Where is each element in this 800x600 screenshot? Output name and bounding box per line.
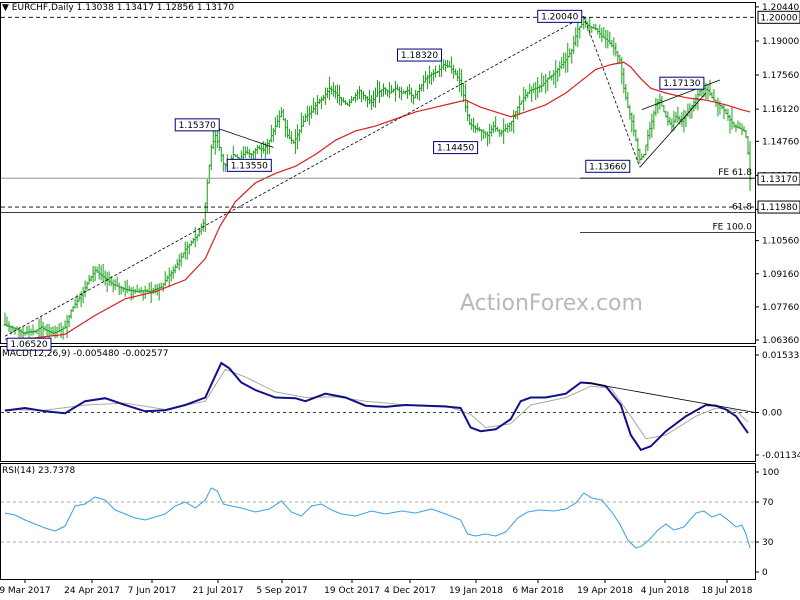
- swing-high-1.15370: 1.15370: [174, 118, 220, 132]
- annotations: FE 61.8 61.8 FE 100.0 1.06520 1.15370 1.13550…: [6, 9, 753, 351]
- macd-plot: [1, 361, 756, 452]
- rsi-line: [4, 487, 751, 549]
- swing-low-1.13660: 1.13660: [585, 159, 631, 173]
- macd-tick-label: 0.00: [762, 408, 782, 418]
- swing-tag-text: 1.20040: [541, 12, 578, 22]
- macd-y-axis: 0.015338 0.00 -0.011349: [755, 351, 800, 461]
- symbol-dropdown-icon[interactable]: ▼: [2, 3, 9, 13]
- swing-tag-text: 1.13550: [231, 161, 268, 171]
- price-badge-text: 1.11980: [760, 203, 797, 213]
- swing-tag-box: [537, 9, 583, 23]
- price-badge-text: 1.13170: [760, 175, 797, 185]
- rsi-plot: [1, 487, 755, 549]
- price-tick-label: 1.19000: [762, 37, 799, 47]
- macd-line: [4, 361, 749, 452]
- swing-tag-text: 1.17130: [663, 79, 700, 89]
- x-tick-label: 7 Jun 2017: [128, 586, 176, 596]
- price-tick-label: 1.20440: [762, 3, 799, 13]
- swing-high-1.20040: 1.20040: [537, 9, 583, 23]
- swing-tag-text: 1.06520: [10, 340, 47, 350]
- macd-divergence-line: [585, 382, 756, 413]
- swing-tag-box: [585, 159, 631, 173]
- swing-tag-box: [397, 48, 443, 62]
- price-tick-label: 1.07760: [762, 303, 799, 313]
- macd-panel-frame: [0, 346, 756, 462]
- macd-signal-line: [4, 368, 749, 440]
- price-badge-box: [757, 10, 800, 24]
- macd-tick-label: 0.015338: [762, 351, 800, 361]
- swing-tag-box: [659, 76, 705, 90]
- symbol-label: EURCHF,Daily: [11, 3, 74, 13]
- watermark: ActionForex.com: [460, 291, 643, 316]
- rsi-panel-frame: [0, 463, 756, 580]
- x-tick-label: 4 Jun 2018: [641, 586, 690, 596]
- price-tick-label: 1.09160: [762, 270, 799, 280]
- price-tick-label: 1.16120: [762, 105, 799, 115]
- x-tick-label: 24 Apr 2017: [64, 586, 120, 596]
- x-tick-label: 19 Jan 2018: [449, 586, 503, 596]
- wedge-line-lower: [639, 92, 707, 168]
- macd-header: MACD(12,26,9) -0.005480 -0.002577: [2, 349, 169, 359]
- rsi-tick-label: 0: [762, 568, 768, 578]
- trendline-dashed-up: [4, 16, 584, 337]
- fe61.8-label: FE 61.8: [718, 168, 752, 178]
- price-tick-label: 1.14760: [762, 137, 799, 147]
- symbol-header: ▼ EURCHF,Daily 1.13038 1.13417 1.12856 1…: [2, 3, 234, 13]
- rsi-tick-label: 30: [762, 538, 774, 548]
- swing-tag-box: [6, 337, 52, 351]
- price-panel-frame: [0, 2, 756, 344]
- rsi-tick-label: 70: [762, 498, 774, 508]
- swing-tag-text: 1.15370: [179, 121, 216, 131]
- rsi-tick-label: 100: [762, 468, 779, 478]
- swing-tag-text: 1.18320: [401, 51, 438, 61]
- x-tick-label: 21 Jul 2017: [193, 586, 244, 596]
- x-tick-label: 4 Dec 2017: [384, 586, 436, 596]
- rsi-y-axis: 100 70 30 0: [755, 468, 779, 578]
- ohlc-values: 1.13038 1.13417 1.12856 1.13170: [76, 3, 235, 13]
- price-badge-text: 1.20000: [760, 13, 797, 23]
- x-tick-label: 19 Apr 2018: [577, 586, 633, 596]
- swing-high-1.17130: 1.17130: [659, 76, 705, 90]
- swing-low-1.13550: 1.13550: [226, 158, 272, 172]
- x-tick-label: 19 Oct 2017: [324, 586, 380, 596]
- swing-low-1.14450: 1.14450: [433, 141, 479, 155]
- trendline-dashed-down: [583, 16, 641, 168]
- x-tick-label: 5 Sep 2017: [256, 586, 307, 596]
- price-tick-label: 1.17560: [762, 71, 799, 81]
- level-1.2000-badge: 1.20000: [757, 10, 800, 24]
- swing-low-1.06520: 1.06520: [6, 337, 52, 351]
- swing-high-1.18320: 1.18320: [397, 48, 443, 62]
- date-x-axis: 9 Mar 2017 24 Apr 2017 7 Jun 2017 21 Jul 20…: [0, 580, 753, 596]
- current-price-badge: 1.13170: [757, 172, 800, 186]
- x-tick-label: 9 Mar 2017: [0, 586, 51, 596]
- price-badge-box: [757, 200, 800, 214]
- moving-average-line: [4, 61, 751, 340]
- x-tick-label: 18 Jul 2018: [702, 586, 753, 596]
- swing-tag-box: [174, 118, 220, 132]
- rsi-header: RSI(14) 23.7378: [2, 466, 76, 476]
- swing-tag-box: [433, 141, 479, 155]
- wedge-line-upper: [641, 79, 721, 110]
- ret61.8-label: 61.8: [732, 202, 752, 212]
- x-tick-label: 6 Mar 2018: [512, 586, 564, 596]
- price-tick-label: 1.06360: [762, 336, 799, 346]
- price-plot: [1, 16, 755, 343]
- price-y-axis: 1.204401.190001.175601.161201.147601.133…: [755, 3, 800, 346]
- fe100-label: FE 100.0: [713, 223, 753, 233]
- price-tick-label: 1.10560: [762, 237, 799, 247]
- swing-tag-box: [226, 158, 272, 172]
- channel-line-upper: [213, 126, 274, 148]
- swing-tag-text: 1.13660: [589, 162, 626, 172]
- swing-tag-text: 1.14450: [437, 144, 474, 154]
- price-badge-box: [757, 172, 800, 186]
- level-1.1198-badge: 1.11980: [757, 200, 800, 214]
- macd-tick-label: -0.011349: [762, 451, 800, 461]
